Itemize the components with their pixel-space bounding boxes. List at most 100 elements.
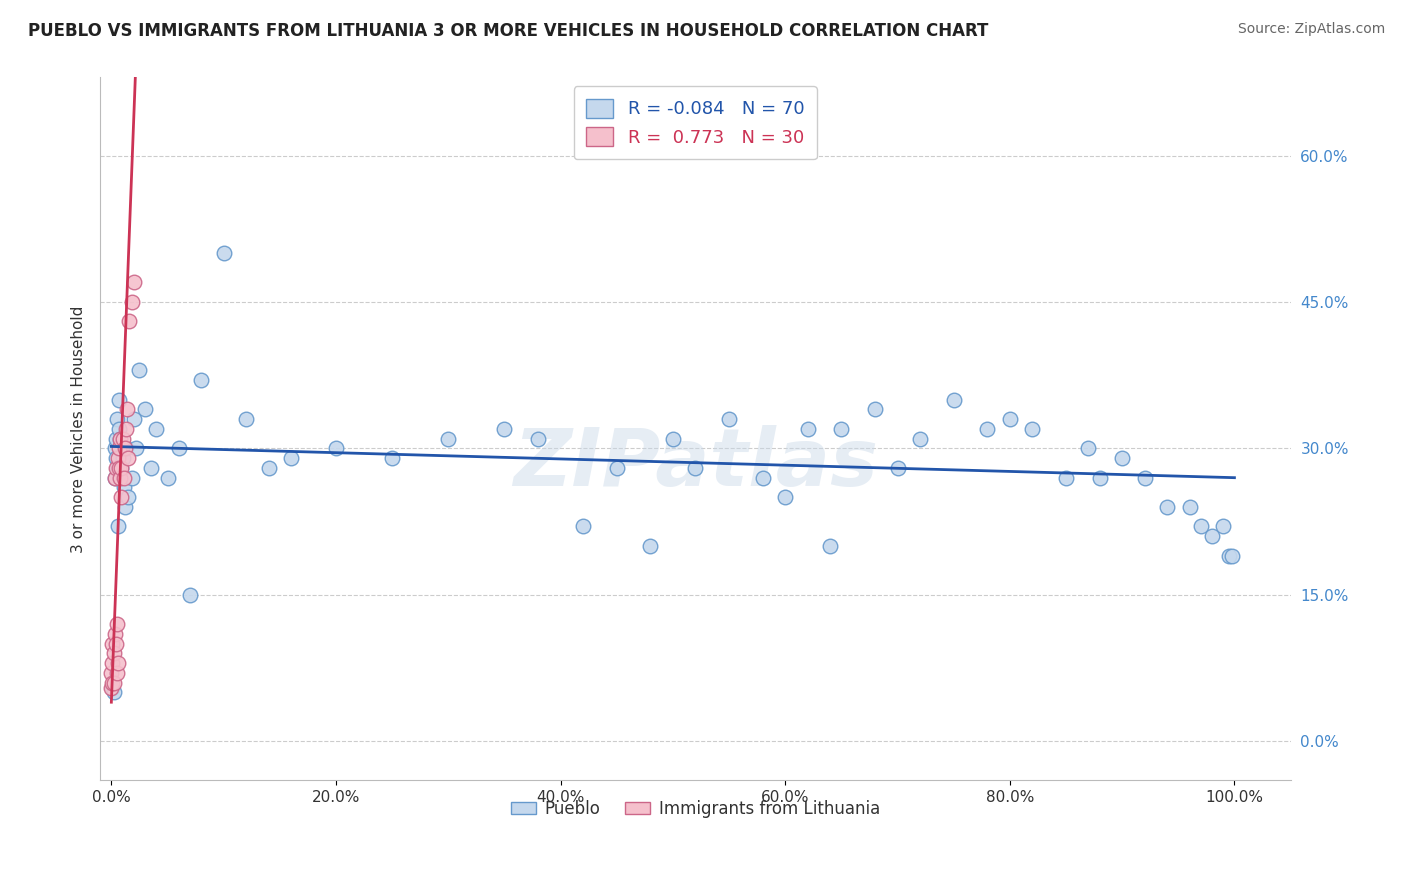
Point bbox=[108, 392, 131, 407]
Point bbox=[115, 422, 138, 436]
Point bbox=[1133, 471, 1156, 485]
Point bbox=[1077, 442, 1099, 456]
Y-axis label: 3 or more Vehicles in Household: 3 or more Vehicles in Household bbox=[72, 305, 86, 552]
Point bbox=[110, 432, 132, 446]
Point bbox=[572, 519, 595, 533]
Point bbox=[115, 402, 138, 417]
Point bbox=[118, 314, 141, 328]
Point bbox=[179, 588, 201, 602]
Point bbox=[101, 681, 124, 695]
Point bbox=[110, 490, 132, 504]
Point bbox=[818, 539, 841, 553]
Point bbox=[114, 442, 136, 456]
Point bbox=[101, 656, 124, 670]
Point bbox=[104, 627, 127, 641]
Point bbox=[606, 461, 628, 475]
Point bbox=[325, 442, 347, 456]
Point bbox=[101, 637, 124, 651]
Point bbox=[863, 402, 886, 417]
Point bbox=[662, 432, 685, 446]
Point bbox=[100, 665, 122, 680]
Point bbox=[110, 461, 132, 475]
Point bbox=[108, 442, 131, 456]
Point bbox=[1088, 471, 1111, 485]
Point bbox=[107, 451, 129, 466]
Text: Source: ZipAtlas.com: Source: ZipAtlas.com bbox=[1237, 22, 1385, 37]
Point bbox=[105, 461, 128, 475]
Point bbox=[108, 422, 131, 436]
Point bbox=[908, 432, 931, 446]
Point bbox=[105, 412, 128, 426]
Point bbox=[685, 461, 707, 475]
Point bbox=[139, 461, 162, 475]
Point bbox=[437, 432, 460, 446]
Point bbox=[751, 471, 773, 485]
Legend: Pueblo, Immigrants from Lithuania: Pueblo, Immigrants from Lithuania bbox=[505, 793, 886, 825]
Point bbox=[112, 471, 135, 485]
Point bbox=[110, 432, 132, 446]
Point bbox=[112, 480, 135, 494]
Point bbox=[100, 681, 122, 695]
Point bbox=[104, 471, 127, 485]
Point bbox=[167, 442, 190, 456]
Point bbox=[886, 461, 908, 475]
Point bbox=[1189, 519, 1212, 533]
Point bbox=[104, 637, 127, 651]
Point bbox=[104, 471, 127, 485]
Point bbox=[117, 490, 139, 504]
Point bbox=[107, 461, 129, 475]
Point bbox=[1178, 500, 1201, 514]
Point bbox=[111, 451, 134, 466]
Point bbox=[104, 442, 127, 456]
Point bbox=[1021, 422, 1043, 436]
Point bbox=[121, 471, 143, 485]
Point bbox=[1201, 529, 1223, 543]
Point bbox=[108, 461, 131, 475]
Point bbox=[998, 412, 1021, 426]
Point bbox=[190, 373, 212, 387]
Point bbox=[145, 422, 167, 436]
Point bbox=[494, 422, 516, 436]
Text: PUEBLO VS IMMIGRANTS FROM LITHUANIA 3 OR MORE VEHICLES IN HOUSEHOLD CORRELATION : PUEBLO VS IMMIGRANTS FROM LITHUANIA 3 OR… bbox=[28, 22, 988, 40]
Point bbox=[107, 656, 129, 670]
Point bbox=[122, 412, 145, 426]
Point bbox=[1111, 451, 1133, 466]
Point bbox=[718, 412, 741, 426]
Point bbox=[104, 461, 127, 475]
Point bbox=[114, 500, 136, 514]
Point bbox=[1218, 549, 1240, 563]
Point bbox=[280, 451, 302, 466]
Point bbox=[212, 246, 235, 260]
Point bbox=[1156, 500, 1178, 514]
Point bbox=[796, 422, 818, 436]
Point bbox=[103, 685, 125, 699]
Point bbox=[125, 442, 148, 456]
Point bbox=[235, 412, 257, 426]
Text: ZIPatlas: ZIPatlas bbox=[513, 425, 877, 503]
Point bbox=[104, 451, 127, 466]
Point bbox=[122, 276, 145, 290]
Point bbox=[110, 471, 132, 485]
Point bbox=[976, 422, 998, 436]
Point bbox=[1220, 549, 1243, 563]
Point bbox=[105, 665, 128, 680]
Point bbox=[103, 647, 125, 661]
Point bbox=[773, 490, 796, 504]
Point bbox=[105, 617, 128, 632]
Point bbox=[640, 539, 662, 553]
Point bbox=[121, 295, 143, 310]
Point bbox=[111, 432, 134, 446]
Point bbox=[101, 675, 124, 690]
Point bbox=[117, 451, 139, 466]
Point bbox=[381, 451, 404, 466]
Point bbox=[527, 432, 550, 446]
Point bbox=[128, 363, 150, 377]
Point bbox=[104, 432, 127, 446]
Point bbox=[110, 471, 132, 485]
Point bbox=[257, 461, 280, 475]
Point bbox=[115, 442, 138, 456]
Point bbox=[156, 471, 179, 485]
Point bbox=[1054, 471, 1077, 485]
Point bbox=[134, 402, 156, 417]
Point bbox=[1212, 519, 1234, 533]
